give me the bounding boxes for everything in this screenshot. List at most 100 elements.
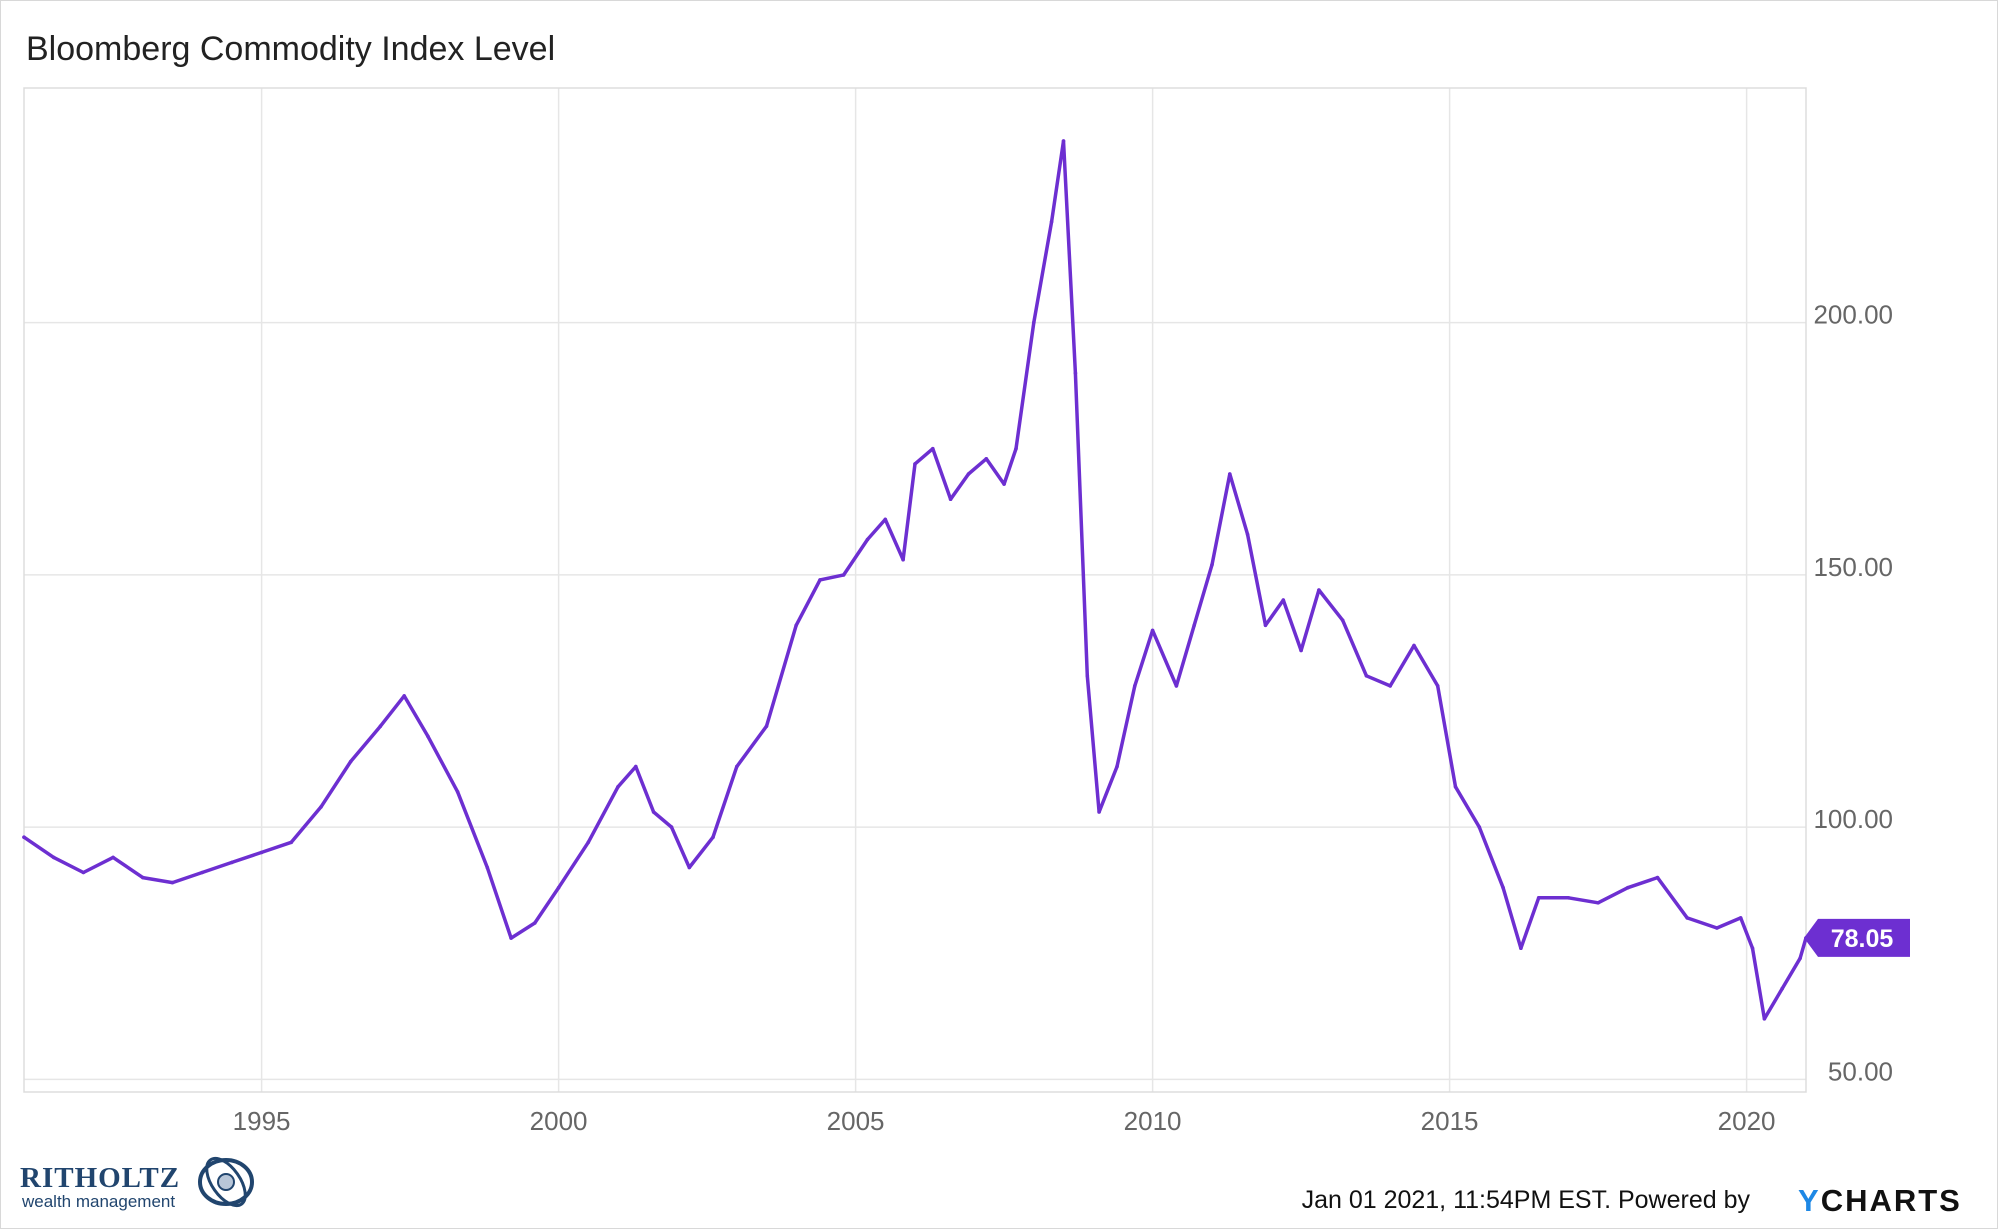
series-layer [22, 139, 1808, 1021]
y-tick-label: 200.00 [1813, 300, 1893, 330]
x-tick-label: 1995 [233, 1106, 291, 1136]
brand-name: RITHOLTZ [20, 1162, 181, 1194]
ritholtz-logo: RITHOLTZ wealth management [20, 1150, 254, 1211]
ycharts-logo[interactable]: YCHARTS [1798, 1183, 1962, 1219]
data-point [1566, 896, 1571, 900]
last-value-badge-layer: 78.05 [1804, 918, 1910, 957]
ritholtz-emblem-icon [198, 1156, 254, 1208]
y-tick-label: 100.00 [1813, 804, 1893, 834]
data-point [1097, 810, 1101, 814]
footer-timestamp: Jan 01 2021, 11:54PM EST. Powered by [1301, 1186, 1750, 1214]
data-point [1192, 623, 1196, 628]
data-point [634, 764, 638, 769]
data-point [51, 855, 56, 860]
data-point [841, 573, 846, 577]
x-tick-label: 2005 [827, 1106, 885, 1136]
data-point [901, 557, 905, 562]
data-point [81, 870, 86, 875]
data-point [1340, 618, 1345, 623]
data-point [651, 810, 656, 814]
data-point [426, 734, 430, 739]
data-point [1281, 598, 1286, 602]
x-tick-label: 2020 [1718, 1106, 1776, 1136]
data-point [1536, 896, 1541, 900]
data-point [1364, 674, 1369, 678]
data-point [735, 764, 739, 769]
data-point [200, 870, 204, 875]
data-point [1435, 684, 1440, 688]
data-point [984, 457, 989, 461]
data-point [865, 537, 870, 542]
data-point [913, 462, 917, 466]
data-point [711, 835, 715, 839]
data-point [1317, 588, 1321, 592]
data-point [669, 825, 674, 829]
data-point [687, 865, 692, 870]
data-point [1014, 446, 1018, 451]
series-line [22, 139, 1808, 1021]
data-point [378, 724, 383, 728]
data-point [586, 840, 591, 845]
data-point [1596, 901, 1600, 905]
data-point [1073, 371, 1078, 375]
data-point [1263, 623, 1268, 628]
data-point [141, 875, 145, 880]
y-tick-label: 150.00 [1813, 552, 1893, 582]
data-point [1299, 648, 1303, 653]
y-tick-label: 50.00 [1828, 1056, 1893, 1086]
data-point [111, 855, 115, 860]
x-tick-label: 2010 [1124, 1106, 1182, 1136]
data-point [794, 623, 798, 628]
y-axis-ticks: 50.00 100.00 150.00 200.00 [1813, 300, 1893, 1087]
data-point [1750, 946, 1755, 950]
data-point [1715, 926, 1719, 930]
data-point [1245, 532, 1250, 537]
data-point [1655, 875, 1660, 880]
data-point [485, 865, 490, 870]
data-point [818, 578, 822, 582]
data-point [1085, 674, 1090, 678]
data-point [1738, 916, 1743, 920]
data-point [1032, 320, 1036, 325]
data-point [348, 759, 353, 764]
data-point [509, 936, 513, 940]
data-point [948, 497, 953, 502]
data-point [1210, 563, 1214, 567]
data-point [1780, 986, 1784, 991]
data-point [1061, 139, 1066, 143]
data-point [230, 860, 234, 865]
data-point [931, 446, 935, 451]
data-point [1228, 472, 1232, 476]
brand-subtitle: wealth management [22, 1192, 176, 1211]
data-point [1626, 885, 1630, 890]
x-tick-label: 2000 [530, 1106, 588, 1136]
data-point [1762, 1017, 1767, 1021]
grid-layer [24, 88, 1806, 1092]
chart-title: Bloomberg Commodity Index Level [26, 30, 556, 68]
data-point [289, 840, 294, 845]
ycharts-y-mark: Y [1798, 1183, 1821, 1218]
data-point [1115, 764, 1119, 769]
data-point [259, 850, 264, 855]
data-point [1049, 219, 1054, 224]
x-axis-ticks: 1995 2000 2005 2010 2015 2020 [233, 1106, 1776, 1136]
data-point [402, 694, 407, 698]
data-point [1174, 684, 1179, 688]
last-value-badge [1804, 918, 1910, 957]
data-point [455, 790, 460, 794]
data-point [533, 921, 537, 925]
data-point [1150, 628, 1155, 633]
data-point [1133, 684, 1137, 688]
data-point [883, 517, 888, 522]
data-point [170, 880, 175, 885]
last-value-label: 78.05 [1831, 925, 1894, 953]
data-point [1002, 482, 1006, 486]
data-point [1388, 684, 1392, 688]
data-point [1685, 916, 1689, 920]
data-point [1412, 643, 1416, 648]
data-point [556, 885, 561, 890]
data-point [1798, 956, 1802, 961]
ycharts-wordmark: CHARTS [1820, 1183, 1962, 1218]
